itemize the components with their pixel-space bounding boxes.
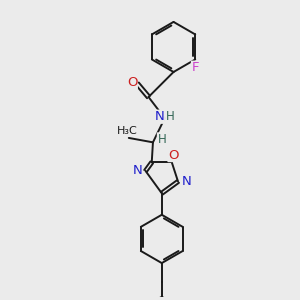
- Text: H: H: [166, 110, 174, 123]
- Text: N: N: [182, 175, 191, 188]
- Text: F: F: [191, 61, 199, 74]
- Text: N: N: [154, 110, 164, 123]
- Text: N: N: [132, 164, 142, 177]
- Text: H₃C: H₃C: [117, 126, 138, 136]
- Text: H: H: [158, 133, 166, 146]
- Text: O: O: [127, 76, 137, 89]
- Text: O: O: [168, 148, 178, 161]
